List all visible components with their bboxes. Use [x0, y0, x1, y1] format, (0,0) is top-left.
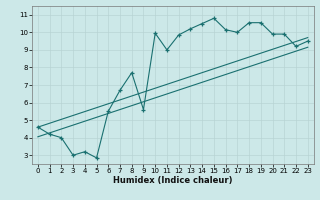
X-axis label: Humidex (Indice chaleur): Humidex (Indice chaleur)	[113, 176, 233, 185]
